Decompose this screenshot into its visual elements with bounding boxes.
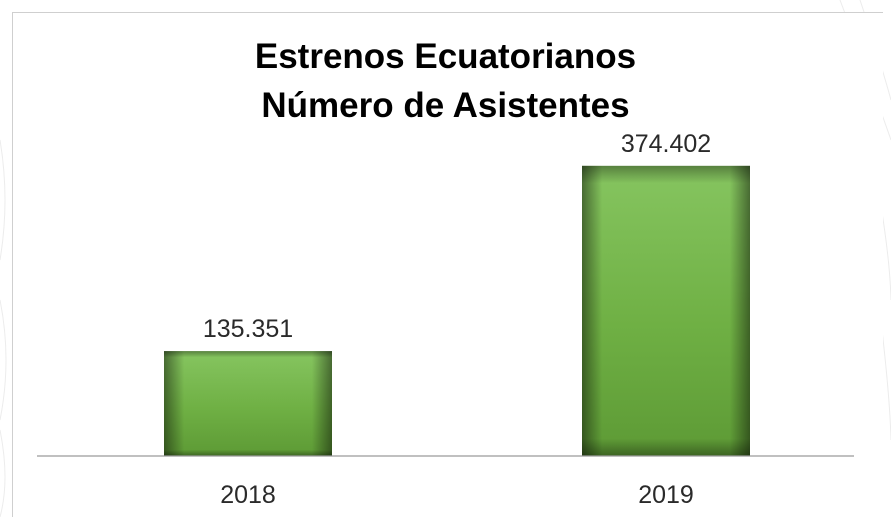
bar-top-shade (582, 165, 750, 457)
value-label-2018: 135.351 (203, 315, 293, 343)
category-label-2018: 2018 (220, 481, 276, 509)
value-label-2019: 374.402 (621, 130, 711, 158)
chart-title-line-1: Estrenos Ecuatorianos (254, 37, 637, 76)
chart-title-line-2: Número de Asistentes (261, 86, 630, 125)
bar-2019 (582, 165, 750, 457)
bar-2018 (164, 351, 332, 456)
bar-top-shade (164, 351, 332, 456)
category-label-2019: 2019 (638, 481, 694, 509)
